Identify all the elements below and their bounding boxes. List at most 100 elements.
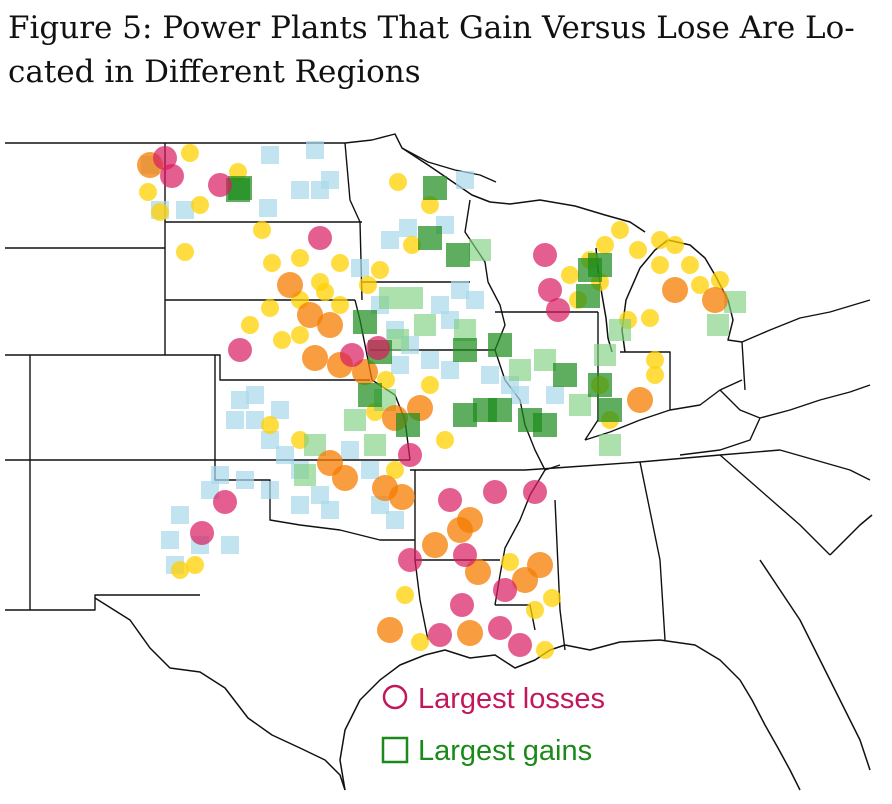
gain-marker-medium xyxy=(594,344,616,366)
loss-marker-medium xyxy=(422,532,448,558)
loss-marker-largest xyxy=(508,633,532,657)
gain-marker-minor xyxy=(321,171,339,189)
loss-marker-largest xyxy=(533,243,557,267)
loss-marker-minor xyxy=(253,221,271,239)
gain-marker-minor xyxy=(261,481,279,499)
loss-marker-largest xyxy=(228,338,252,362)
loss-marker-largest xyxy=(438,488,462,512)
loss-marker-minor xyxy=(139,183,157,201)
gain-marker-medium xyxy=(569,394,591,416)
loss-marker-minor xyxy=(561,266,579,284)
loss-marker-minor xyxy=(501,553,519,571)
gain-marker-minor xyxy=(161,531,179,549)
gain-marker-largest xyxy=(598,398,622,422)
loss-marker-minor xyxy=(641,309,659,327)
gain-marker-medium xyxy=(344,409,366,431)
loss-marker-largest xyxy=(450,593,474,617)
loss-marker-minor xyxy=(176,243,194,261)
gain-marker-medium xyxy=(379,287,401,309)
loss-marker-minor xyxy=(171,561,189,579)
gain-marker-minor xyxy=(381,231,399,249)
loss-marker-minor xyxy=(651,231,669,249)
gain-marker-medium xyxy=(414,314,436,336)
gain-marker-medium xyxy=(599,434,621,456)
loss-marker-largest xyxy=(213,490,237,514)
gain-marker-minor xyxy=(431,296,449,314)
map-legend: Largest losses Largest gains xyxy=(381,683,605,767)
loss-marker-minor xyxy=(291,326,309,344)
gain-marker-minor xyxy=(259,199,277,217)
loss-marker-minor xyxy=(181,144,199,162)
gain-marker-medium xyxy=(454,319,476,341)
gain-marker-minor xyxy=(399,219,417,237)
gain-marker-largest xyxy=(358,383,382,407)
gain-marker-largest xyxy=(423,176,447,200)
gain-marker-minor xyxy=(351,259,369,277)
gain-marker-medium xyxy=(609,319,631,341)
loss-marker-minor xyxy=(711,271,729,289)
gain-marker-medium xyxy=(364,434,386,456)
gain-marker-minor xyxy=(451,281,469,299)
loss-marker-largest xyxy=(428,623,452,647)
loss-marker-minor xyxy=(316,283,334,301)
gain-marker-largest xyxy=(553,363,577,387)
loss-marker-largest xyxy=(366,336,390,360)
gain-marker-minor xyxy=(391,356,409,374)
loss-marker-minor xyxy=(263,254,281,272)
gain-marker-largest xyxy=(588,373,612,397)
loss-marker-largest xyxy=(153,146,177,170)
loss-marker-medium xyxy=(457,620,483,646)
loss-marker-minor xyxy=(389,173,407,191)
loss-marker-minor xyxy=(273,331,291,349)
loss-marker-minor xyxy=(403,236,421,254)
gain-marker-minor xyxy=(386,511,404,529)
loss-marker-minor xyxy=(436,431,454,449)
gain-marker-largest xyxy=(576,284,600,308)
loss-marker-minor xyxy=(681,256,699,274)
loss-marker-minor xyxy=(543,589,561,607)
loss-marker-largest xyxy=(493,578,517,602)
loss-marker-minor xyxy=(526,601,544,619)
gain-marker-medium xyxy=(509,359,531,381)
gain-marker-minor xyxy=(171,506,189,524)
gain-marker-minor xyxy=(201,481,219,499)
loss-marker-medium xyxy=(447,517,473,543)
gain-marker-largest xyxy=(418,226,442,250)
loss-marker-largest xyxy=(398,443,422,467)
legend-gain-square-icon xyxy=(381,736,409,764)
gain-marker-largest xyxy=(353,310,377,334)
loss-marker-minor xyxy=(186,556,204,574)
legend-losses-label: Largest losses xyxy=(418,683,605,715)
loss-marker-minor xyxy=(646,351,664,369)
loss-marker-minor xyxy=(261,299,279,317)
gain-marker-medium xyxy=(469,239,491,261)
gain-marker-minor xyxy=(441,361,459,379)
loss-marker-largest xyxy=(546,298,570,322)
gain-marker-medium xyxy=(304,434,326,456)
loss-marker-largest xyxy=(190,521,214,545)
loss-marker-minor xyxy=(596,236,614,254)
loss-marker-minor xyxy=(331,296,349,314)
gain-marker-largest xyxy=(446,243,470,267)
loss-marker-medium xyxy=(662,277,688,303)
loss-marker-minor xyxy=(629,241,647,259)
loss-marker-minor xyxy=(191,196,209,214)
gain-marker-minor xyxy=(271,401,289,419)
gain-marker-minor xyxy=(511,386,529,404)
gain-marker-minor xyxy=(481,366,499,384)
loss-marker-minor xyxy=(666,236,684,254)
gain-marker-medium xyxy=(707,314,729,336)
gain-marker-largest xyxy=(228,176,252,200)
gain-marker-largest xyxy=(488,333,512,357)
loss-marker-minor xyxy=(359,276,377,294)
gain-marker-largest xyxy=(453,403,477,427)
gain-marker-minor xyxy=(176,201,194,219)
figure-title: Figure 5: Power Plants That Gain Versus … xyxy=(8,10,855,90)
loss-marker-medium xyxy=(465,559,491,585)
gain-marker-minor xyxy=(231,391,249,409)
gain-marker-largest xyxy=(453,338,477,362)
gain-marker-largest xyxy=(533,413,557,437)
loss-marker-largest xyxy=(398,548,422,572)
loss-marker-medium xyxy=(317,312,343,338)
